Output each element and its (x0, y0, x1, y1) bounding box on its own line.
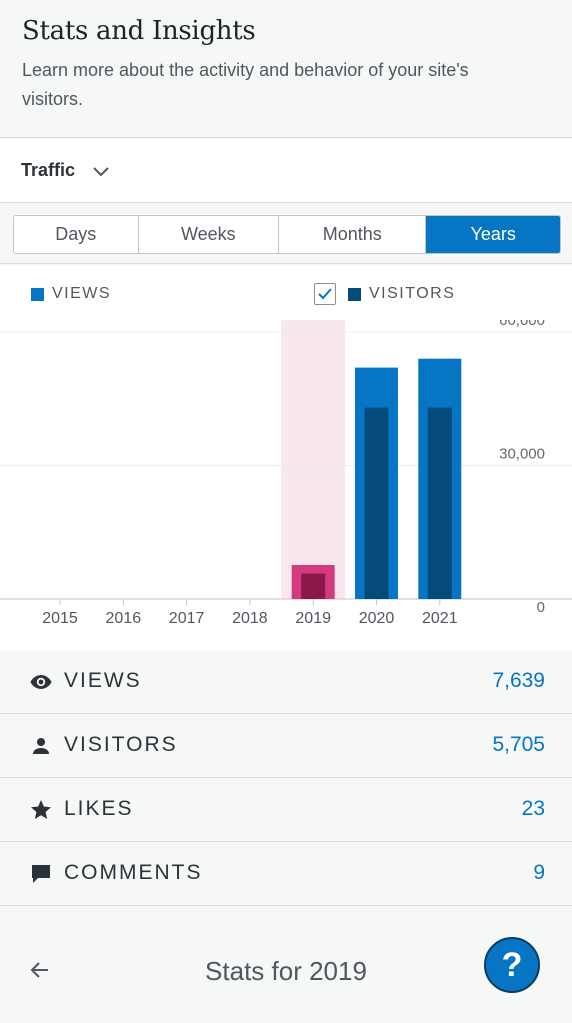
x-tick-label: 2021 (422, 610, 458, 627)
stat-row-comments[interactable]: COMMENTS 9 (0, 842, 572, 906)
comment-icon (32, 865, 50, 883)
traffic-selector[interactable]: Traffic (0, 139, 572, 203)
stats-list: VIEWS 7,639 VISITORS 5,705 LIKES 23 COMM… (0, 650, 572, 906)
visitors-bar (364, 407, 389, 599)
traffic-label: Traffic (21, 160, 76, 180)
page-subtitle: Learn more about the activity and behavi… (22, 60, 469, 109)
views-legend-label: VIEWS (52, 285, 112, 302)
y-tick-label: 0 (537, 599, 545, 616)
stat-row-likes[interactable]: LIKES 23 (0, 778, 572, 842)
checkmark-icon (318, 288, 332, 300)
x-tick-label: 2016 (106, 610, 142, 627)
stat-value: 5,705 (492, 733, 545, 756)
x-tick-label: 2018 (232, 610, 268, 627)
visitors-legend-label: VISITORS (369, 285, 456, 302)
page-title: Stats and Insights (22, 16, 256, 46)
visitors-legend-swatch (348, 288, 361, 301)
stat-row-visitors[interactable]: VISITORS 5,705 (0, 714, 572, 778)
stat-row-views[interactable]: VIEWS 7,639 (0, 650, 572, 714)
period-control-bar: Days Weeks Months Years (0, 204, 572, 264)
visitors-bar (427, 407, 452, 599)
footer-bar (0, 906, 572, 1023)
star-icon (31, 800, 51, 819)
views-legend-swatch (31, 288, 44, 301)
x-tick-label: 2017 (169, 610, 205, 627)
y-tick-label: 30,000 (499, 446, 545, 463)
visitors-bar (301, 573, 326, 599)
stat-label: COMMENTS (64, 861, 203, 884)
stat-label: VIEWS (64, 669, 142, 692)
yearly-bar-chart: 0 30,000 60,000 2015 2016 2017 2018 2019 2020 202… (0, 320, 572, 627)
help-button[interactable]: ? (484, 937, 540, 993)
eye-icon (30, 675, 52, 689)
stat-label: VISITORS (64, 733, 178, 756)
x-tick-label: 2019 (295, 610, 331, 627)
y-tick-label: 60,000 (499, 320, 545, 329)
tab-years[interactable]: Years (426, 216, 560, 253)
period-segmented-control: Days Weeks Months Years (13, 215, 561, 254)
back-arrow-icon[interactable] (28, 958, 52, 982)
x-tick-label: 2020 (359, 610, 395, 627)
page-header: Stats and Insights Learn more about the … (0, 0, 572, 138)
visitors-legend-checkbox[interactable] (314, 283, 336, 305)
selected-period-band (281, 320, 346, 599)
x-tick-label: 2015 (42, 610, 78, 627)
tab-days[interactable]: Days (14, 216, 139, 253)
tab-weeks[interactable]: Weeks (139, 216, 280, 253)
stat-value: 23 (521, 797, 545, 820)
chevron-down-icon[interactable] (91, 165, 111, 179)
stat-label: LIKES (64, 797, 134, 820)
footer-period-title: Stats for 2019 (205, 956, 367, 986)
tab-months[interactable]: Months (279, 216, 427, 253)
person-icon (33, 738, 49, 754)
stat-value: 9 (533, 861, 545, 884)
stat-value: 7,639 (492, 669, 545, 692)
